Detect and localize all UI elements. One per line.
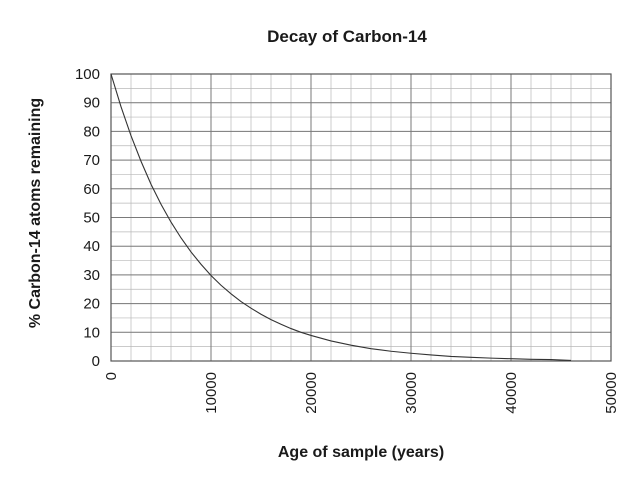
x-tick-label: 10000 (203, 372, 220, 414)
x-tick-label: 50000 (603, 372, 620, 414)
series-line-carbon-14 (110, 73, 572, 361)
y-tick-label: 90 (83, 95, 100, 112)
x-tick-label: 0 (103, 372, 120, 380)
y-tick-label: 10 (83, 324, 100, 341)
x-tick-label: 30000 (403, 372, 420, 414)
x-tick-label: 20000 (303, 372, 320, 414)
y-tick-label: 80 (83, 123, 100, 140)
y-tick-label: 20 (83, 296, 100, 313)
y-tick-labels: 0 10 20 30 40 50 60 70 80 90 100 (75, 66, 100, 370)
plot-frame (110, 73, 612, 362)
x-tick-labels: 0 10000 20000 30000 40000 50000 (103, 372, 620, 414)
y-axis-label: % Carbon-14 atoms remaining (27, 98, 44, 328)
x-tick-label: 40000 (503, 372, 520, 414)
y-tick-label: 60 (83, 181, 100, 198)
y-tick-label: 70 (83, 152, 100, 169)
y-tick-label: 30 (83, 267, 100, 284)
y-tick-label: 40 (83, 238, 100, 255)
y-tick-label: 100 (75, 66, 100, 83)
y-tick-label: 50 (83, 210, 100, 227)
x-axis-label: Age of sample (years) (278, 444, 444, 461)
chart-title: Decay of Carbon-14 (267, 27, 427, 46)
y-tick-label: 0 (92, 353, 100, 370)
